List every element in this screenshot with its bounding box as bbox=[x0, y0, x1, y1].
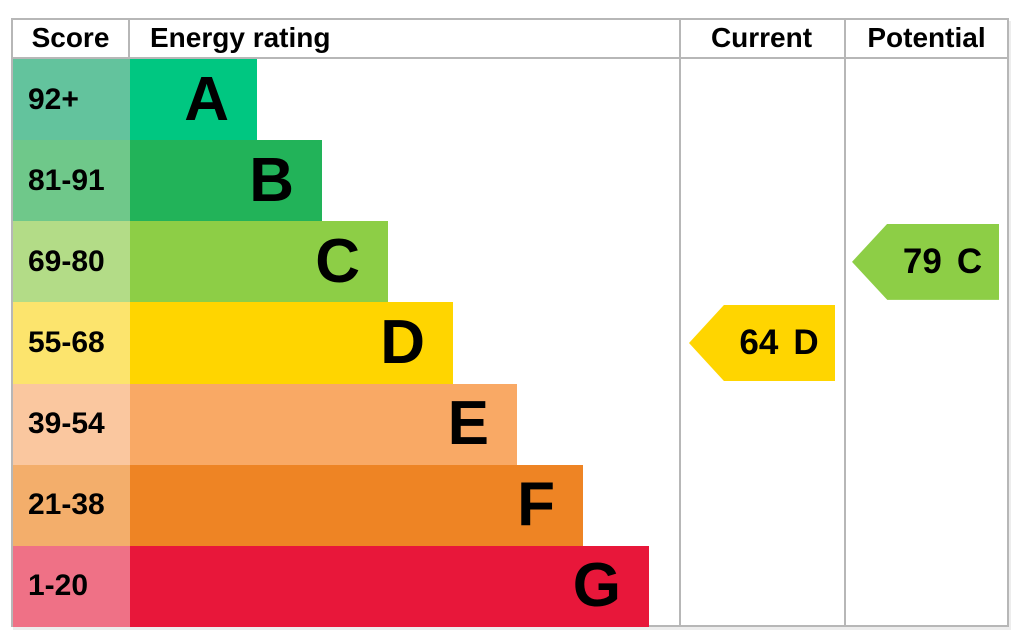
potential-column-divider bbox=[844, 20, 846, 625]
current-rating-letter: D bbox=[793, 322, 819, 362]
table-header: Score Energy rating Current Potential bbox=[13, 20, 1007, 59]
current-rating-value: 64 bbox=[739, 322, 779, 362]
header-energy-rating: Energy rating bbox=[150, 22, 331, 53]
potential-rating-value: 79 bbox=[902, 241, 942, 281]
band-bar: G bbox=[130, 545, 649, 627]
band-score-cell: 92+ bbox=[13, 59, 130, 141]
epc-band-row: 92+ A bbox=[13, 59, 1007, 141]
header-potential: Potential bbox=[867, 22, 986, 53]
band-score-cell: 81-91 bbox=[13, 140, 130, 222]
epc-band-row: 1-20 G bbox=[13, 545, 1007, 627]
band-score-cell: 55-68 bbox=[13, 302, 130, 384]
band-bar: E bbox=[130, 383, 517, 465]
band-letter: G bbox=[572, 551, 621, 621]
band-bar: F bbox=[130, 464, 583, 546]
band-letter: F bbox=[517, 470, 555, 540]
band-bar: B bbox=[130, 140, 322, 222]
band-score-cell: 69-80 bbox=[13, 221, 130, 303]
epc-band-row: 21-38 F bbox=[13, 464, 1007, 546]
band-score-cell: 1-20 bbox=[13, 545, 130, 627]
band-letter: E bbox=[447, 389, 489, 459]
band-letter: A bbox=[184, 64, 229, 134]
epc-band-row: 81-91 B bbox=[13, 140, 1007, 222]
epc-band-row: 69-80 C bbox=[13, 221, 1007, 303]
potential-rating-letter: C bbox=[956, 241, 983, 281]
band-letter: C bbox=[315, 226, 360, 296]
band-bar: D bbox=[130, 302, 453, 384]
current-column-divider bbox=[679, 20, 681, 625]
header-score: Score bbox=[13, 20, 130, 57]
epc-band-row: 55-68 D bbox=[13, 302, 1007, 384]
bands-body: 92+ A 81-91 B 69-80 C 55-68 D 39-54 E 21-38 F 1-20 G bbox=[13, 59, 1007, 627]
band-bar: C bbox=[130, 221, 388, 303]
band-letter: D bbox=[380, 307, 425, 377]
band-bar: A bbox=[130, 59, 257, 141]
epc-band-row: 39-54 E bbox=[13, 383, 1007, 465]
band-score-cell: 21-38 bbox=[13, 464, 130, 546]
epc-table: Score Energy rating Current Potential 92… bbox=[11, 18, 1009, 627]
band-score-cell: 39-54 bbox=[13, 383, 130, 465]
current-rating-arrow: 64 D bbox=[689, 304, 835, 382]
header-current: Current bbox=[710, 22, 813, 53]
potential-rating-arrow: 79 C bbox=[852, 223, 999, 300]
band-letter: B bbox=[249, 145, 294, 215]
